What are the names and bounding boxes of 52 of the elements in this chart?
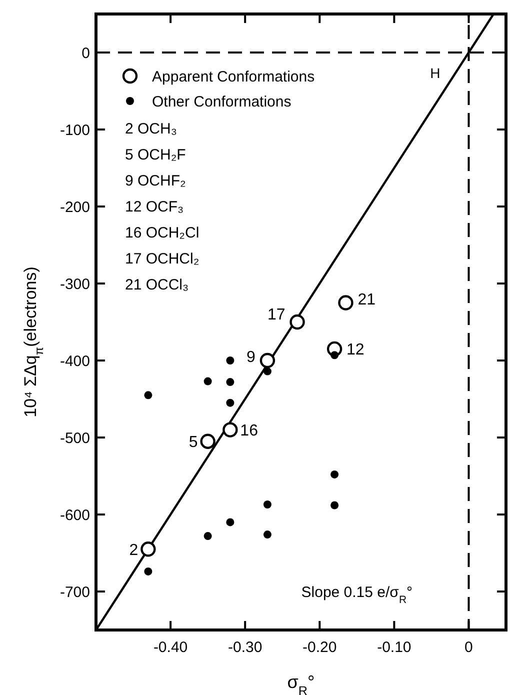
y-tick-label: -700 bbox=[60, 584, 90, 601]
annotation: 5 bbox=[188, 434, 198, 451]
annotation: 12 OCF₃ bbox=[125, 198, 184, 216]
x-axis-title: σ$_{R}$° bbox=[287, 672, 315, 695]
y-tick-label: -500 bbox=[60, 430, 90, 447]
point bbox=[330, 501, 339, 510]
annotation: 17 bbox=[267, 306, 286, 324]
x-tick-label: -0.20 bbox=[302, 639, 337, 656]
y-tick-label: -600 bbox=[60, 506, 90, 524]
annotation: 9 OCHF₂ bbox=[125, 172, 186, 190]
point bbox=[222, 422, 238, 438]
y-tick-label: -200 bbox=[60, 198, 90, 216]
legend-label: Apparent Conformations bbox=[152, 68, 315, 86]
point bbox=[263, 367, 272, 376]
annotation: 17 OCHCl₂ bbox=[125, 250, 200, 268]
point bbox=[204, 532, 212, 540]
point bbox=[338, 295, 354, 310]
annotation: 9 bbox=[246, 349, 256, 366]
y-tick-label: -300 bbox=[60, 276, 90, 293]
annotation: 2 OCH₃ bbox=[125, 120, 177, 138]
point bbox=[263, 500, 272, 508]
point bbox=[226, 356, 234, 364]
annotation: 16 bbox=[240, 422, 258, 440]
x-tick-label: -0.10 bbox=[377, 639, 412, 656]
annotation: 12 bbox=[346, 342, 364, 359]
y-tick-label: 0 bbox=[82, 44, 90, 62]
point bbox=[226, 398, 234, 407]
annotation: 2 bbox=[129, 542, 138, 559]
annotation: 21 bbox=[358, 291, 376, 308]
x-tick-label: -0.30 bbox=[228, 639, 262, 656]
point bbox=[144, 567, 152, 576]
point bbox=[200, 434, 216, 449]
point bbox=[260, 352, 276, 368]
point bbox=[330, 470, 339, 478]
point bbox=[263, 530, 272, 539]
point bbox=[226, 518, 234, 526]
annotation: 21 OCCl₃ bbox=[125, 276, 189, 294]
point bbox=[140, 542, 156, 557]
point bbox=[290, 314, 305, 330]
legend-label: Other Conformations bbox=[152, 93, 292, 110]
point bbox=[204, 377, 212, 386]
annotation: 16 OCH₂Cl bbox=[125, 224, 200, 242]
point bbox=[330, 351, 339, 360]
x-tick-label: -0.40 bbox=[153, 639, 188, 656]
point bbox=[144, 391, 152, 400]
annotation: H bbox=[430, 65, 440, 82]
point bbox=[226, 378, 234, 386]
annotation: 5 OCH₂F bbox=[125, 146, 186, 164]
annotation: Slope 0.15 e/σ$_{R}$° bbox=[301, 584, 413, 606]
y-tick-label: -400 bbox=[60, 352, 90, 370]
x-tick-label: 0 bbox=[464, 639, 473, 656]
y-tick-label: -100 bbox=[60, 122, 90, 139]
